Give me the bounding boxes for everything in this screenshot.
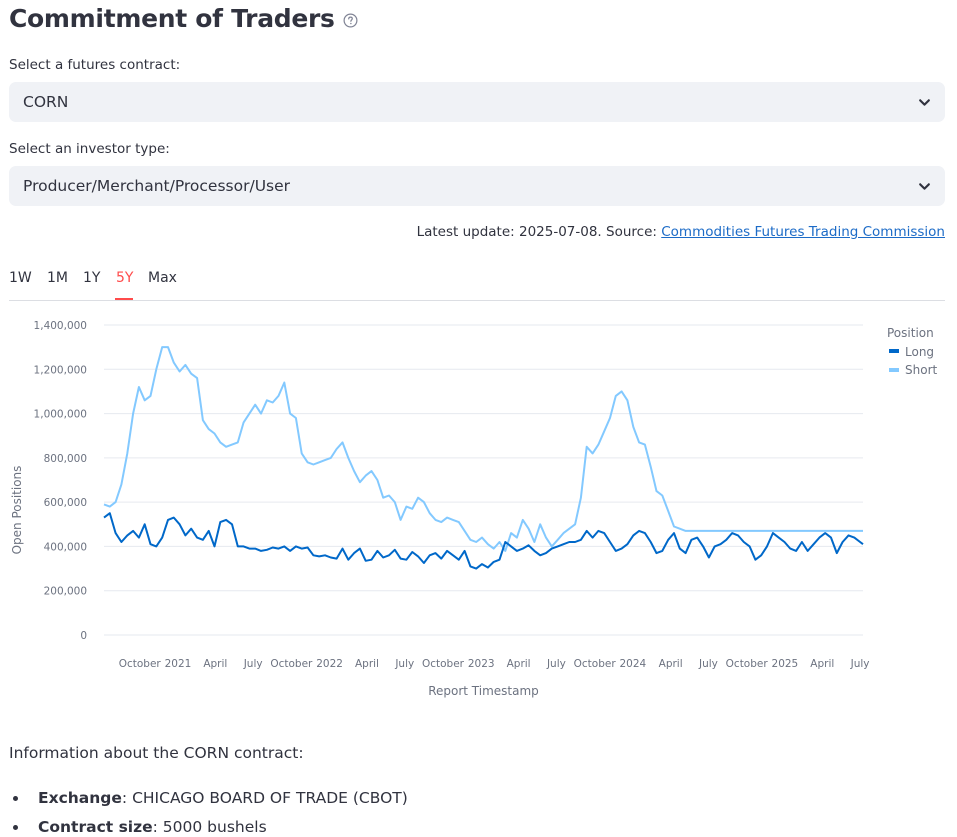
contract-info-list: Exchange: CHICAGO BOARD OF TRADE (CBOT) …	[9, 784, 408, 837]
tab-max[interactable]: Max	[148, 270, 177, 286]
y-tick-label: 800,000	[44, 453, 87, 465]
x-tick-label: July	[698, 658, 718, 670]
x-tick-label: 2024	[619, 658, 646, 670]
x-axis-title: Report Timestamp	[428, 684, 539, 698]
series-short-line[interactable]	[103, 346, 863, 552]
investor-select-label: Select an investor type:	[9, 141, 170, 157]
x-tick-label: July	[394, 658, 414, 670]
active-tab-indicator	[115, 298, 133, 300]
tab-5y[interactable]: 5Y	[116, 270, 134, 286]
x-tick-label: 2021	[165, 658, 192, 670]
exchange-value: : CHICAGO BOARD OF TRADE (CBOT)	[121, 789, 408, 807]
contract-select-value: CORN	[23, 93, 69, 111]
x-tick-label: April	[507, 658, 531, 670]
legend-short-label[interactable]: Short	[905, 363, 937, 377]
x-tick-label: October	[270, 658, 313, 670]
tab-1m[interactable]: 1M	[47, 270, 68, 286]
y-tick-label: 1,400,000	[34, 320, 87, 332]
y-tick-label: 200,000	[44, 586, 87, 598]
chevron-down-icon	[919, 99, 930, 106]
chart-series	[103, 346, 864, 570]
x-tick-label: July	[243, 658, 263, 670]
legend-long-label[interactable]: Long	[905, 345, 934, 359]
x-tick-label: October	[726, 658, 769, 670]
chart-gridlines	[104, 324, 863, 636]
time-range-tabs: 1W 1M 1Y 5Y Max	[9, 270, 945, 301]
tab-1y[interactable]: 1Y	[83, 270, 101, 286]
y-tick-label: 0	[80, 630, 87, 642]
list-item: Exchange: CHICAGO BOARD OF TRADE (CBOT)	[9, 784, 408, 813]
series-long-line[interactable]	[103, 512, 864, 570]
y-tick-label: 600,000	[44, 497, 87, 509]
investor-select-value: Producer/Merchant/Processor/User	[23, 177, 291, 195]
question-circle-icon[interactable]	[343, 13, 358, 28]
x-tick-label: April	[355, 658, 379, 670]
y-axis-title: Open Positions	[10, 466, 24, 555]
legend-long-swatch	[889, 349, 899, 353]
page-title: Commitment of Traders	[9, 4, 335, 33]
contract-size-value: : 5000 bushels	[152, 818, 267, 836]
y-tick-label: 1,000,000	[34, 409, 87, 421]
legend-short-swatch	[889, 368, 899, 372]
x-tick-label: April	[659, 658, 683, 670]
legend-title: Position	[887, 326, 934, 340]
latest-update-text: Latest update: 2025-07-08. Source: Commo…	[417, 224, 945, 240]
x-tick-label: October	[574, 658, 617, 670]
y-tick-label: 1,200,000	[34, 364, 87, 376]
chart-legend: Position Long Short	[887, 326, 937, 377]
x-tick-label: 2025	[772, 658, 799, 670]
investor-select[interactable]: Producer/Merchant/Processor/User	[9, 166, 945, 206]
chevron-down-icon	[919, 183, 930, 190]
y-tick-labels: 0 200,000 400,000 600,000 800,000 1,000,000 1,…	[34, 320, 87, 642]
x-tick-label: July	[850, 658, 870, 670]
x-tick-label: October	[119, 658, 162, 670]
x-tick-label: April	[203, 658, 227, 670]
title-row: Commitment of Traders	[9, 4, 358, 33]
y-tick-label: 400,000	[44, 541, 87, 553]
contract-info-heading: Information about the CORN contract:	[9, 744, 304, 762]
cot-line-chart: 0 200,000 400,000 600,000 800,000 1,000,000 1,…	[10, 320, 937, 698]
contract-select-label: Select a futures contract:	[9, 57, 181, 73]
list-item: Contract size: 5000 bushels	[9, 813, 408, 837]
latest-update-prefix: Latest update: 2025-07-08. Source:	[416, 224, 662, 240]
x-tick-label: October	[422, 658, 465, 670]
x-tick-label: July	[546, 658, 566, 670]
cftc-source-link[interactable]: Commodities Futures Trading Commission	[661, 224, 945, 240]
x-tick-label: 2023	[468, 658, 495, 670]
exchange-label: Exchange	[38, 789, 122, 807]
x-tick-label: April	[810, 658, 834, 670]
tab-1w[interactable]: 1W	[9, 270, 32, 286]
contract-size-label: Contract size	[38, 818, 153, 836]
contract-select[interactable]: CORN	[9, 82, 945, 122]
x-tick-labels: October 2021 April July October 2022 April July…	[119, 658, 870, 670]
x-tick-label: 2022	[316, 658, 343, 670]
